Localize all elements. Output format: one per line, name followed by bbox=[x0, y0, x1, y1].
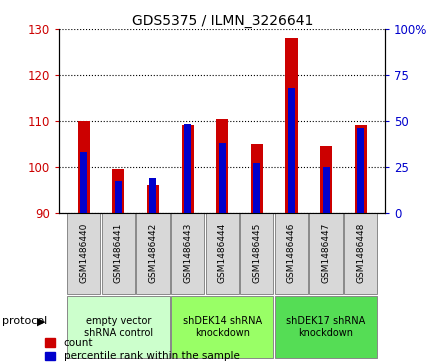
FancyBboxPatch shape bbox=[275, 297, 378, 358]
Bar bbox=[355, 125, 367, 213]
Bar bbox=[219, 143, 226, 213]
Bar bbox=[77, 121, 90, 213]
Bar bbox=[323, 167, 330, 213]
Bar bbox=[147, 185, 159, 213]
Bar bbox=[112, 169, 125, 213]
FancyBboxPatch shape bbox=[205, 213, 239, 294]
Text: shDEK17 shRNA
knockdown: shDEK17 shRNA knockdown bbox=[286, 316, 366, 338]
Legend: count, percentile rank within the sample: count, percentile rank within the sample bbox=[45, 338, 239, 362]
Bar bbox=[320, 146, 332, 213]
Text: GSM1486448: GSM1486448 bbox=[356, 223, 365, 283]
Bar bbox=[184, 125, 191, 213]
Bar bbox=[251, 144, 263, 213]
FancyBboxPatch shape bbox=[275, 213, 308, 294]
FancyBboxPatch shape bbox=[67, 297, 169, 358]
FancyBboxPatch shape bbox=[171, 297, 274, 358]
Text: GSM1486444: GSM1486444 bbox=[218, 223, 227, 283]
Text: GSM1486441: GSM1486441 bbox=[114, 223, 123, 283]
Title: GDS5375 / ILMN_3226641: GDS5375 / ILMN_3226641 bbox=[132, 14, 313, 28]
Text: shDEK14 shRNA
knockdown: shDEK14 shRNA knockdown bbox=[183, 316, 262, 338]
Bar bbox=[288, 88, 295, 213]
FancyBboxPatch shape bbox=[136, 213, 169, 294]
Text: protocol: protocol bbox=[2, 316, 48, 326]
Bar bbox=[182, 125, 194, 213]
Text: GSM1486443: GSM1486443 bbox=[183, 223, 192, 283]
Bar bbox=[80, 152, 87, 213]
Text: empty vector
shRNA control: empty vector shRNA control bbox=[84, 316, 153, 338]
Text: GSM1486447: GSM1486447 bbox=[322, 223, 330, 283]
Text: GSM1486440: GSM1486440 bbox=[79, 223, 88, 283]
FancyBboxPatch shape bbox=[171, 213, 204, 294]
Bar bbox=[253, 163, 260, 213]
FancyBboxPatch shape bbox=[309, 213, 343, 294]
Bar bbox=[150, 178, 156, 213]
Bar bbox=[286, 38, 297, 213]
Bar bbox=[115, 182, 122, 213]
Bar bbox=[357, 128, 364, 213]
Text: GSM1486445: GSM1486445 bbox=[252, 223, 261, 283]
FancyBboxPatch shape bbox=[67, 213, 100, 294]
Text: GSM1486446: GSM1486446 bbox=[287, 223, 296, 283]
FancyBboxPatch shape bbox=[344, 213, 378, 294]
FancyBboxPatch shape bbox=[102, 213, 135, 294]
Bar bbox=[216, 118, 228, 213]
Text: ▶: ▶ bbox=[37, 316, 46, 326]
FancyBboxPatch shape bbox=[240, 213, 274, 294]
Text: GSM1486442: GSM1486442 bbox=[148, 223, 158, 283]
